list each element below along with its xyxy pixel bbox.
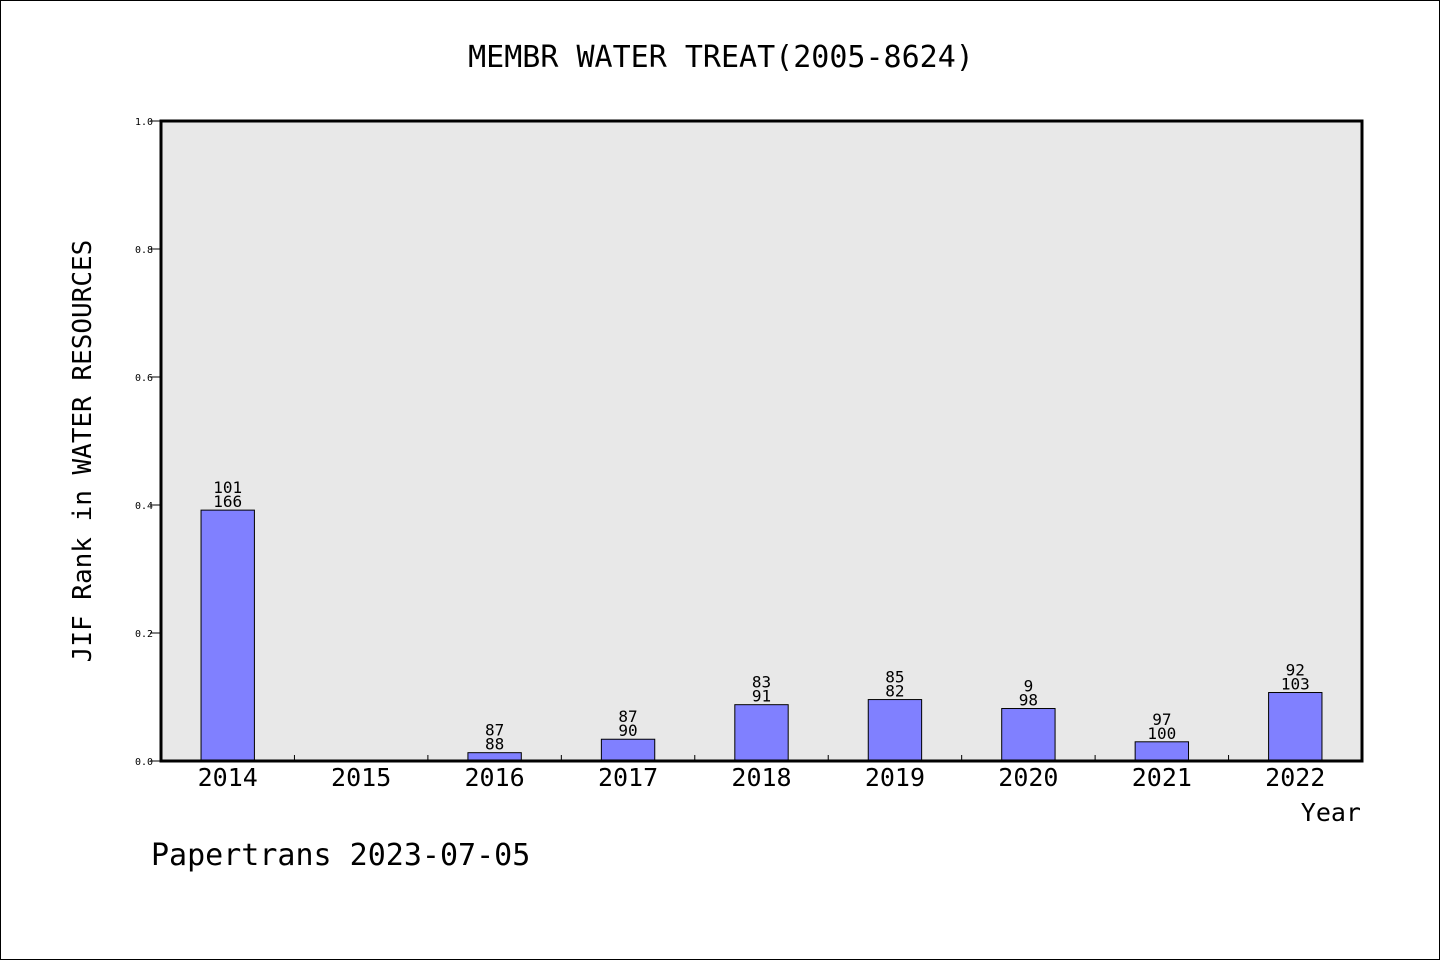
y-tick-label: 0.8: [135, 245, 153, 256]
y-tick-label: 0.2: [135, 629, 153, 640]
bar-2021: [1134, 741, 1190, 762]
bar-total-label: 88: [485, 735, 504, 754]
bar-2018: [734, 704, 789, 762]
bar-series: [200, 509, 1323, 762]
bar-rank-label: 85: [885, 668, 904, 687]
chart-title: MEMBR WATER TREAT(2005-8624): [468, 40, 974, 75]
bar-rank-label: 97: [1152, 710, 1171, 729]
bar-2017: [600, 738, 656, 762]
bar-total-label: 103: [1281, 675, 1310, 694]
x-tick-label: 2018: [731, 763, 791, 792]
bar-rank-label: 9: [1024, 677, 1034, 696]
x-tick-label: 2015: [331, 763, 391, 792]
x-axis-label: Year: [1301, 798, 1361, 827]
bar-total-label: 90: [618, 721, 637, 740]
y-axis: 0.0 0.2 0.4 0.6 0.8 1.0: [135, 117, 160, 768]
y-tick-label: 0.0: [135, 757, 153, 768]
bar-2014: [200, 509, 255, 762]
bar-2019: [867, 699, 923, 762]
y-axis-label: JIF Rank in WATER RESOURCES: [68, 240, 98, 663]
x-tick-label: 2014: [198, 763, 258, 792]
x-tick-label: 2019: [865, 763, 925, 792]
bar-2020: [1001, 708, 1056, 762]
x-axis: 2014 2015 2016 2017 2018 2019 2020 2021 2022: [198, 755, 1325, 792]
x-tick-label: 2020: [998, 763, 1058, 792]
bar-total-label: 166: [213, 492, 242, 511]
bar-rank-label: 83: [752, 673, 771, 692]
y-tick-label: 0.4: [135, 501, 153, 512]
bar-2022: [1268, 692, 1323, 762]
bar-total-label: 98: [1019, 691, 1038, 710]
bar-total-label: 100: [1147, 724, 1176, 743]
plot-border: [159, 119, 1364, 763]
y-tick-label: 0.6: [135, 373, 153, 384]
bar-rank-label: 92: [1286, 661, 1305, 680]
x-tick-label: 2021: [1132, 763, 1192, 792]
plot-area: [161, 121, 1362, 761]
bar-rank-label: 87: [485, 721, 504, 740]
y-tick-label: 1.0: [135, 117, 153, 128]
x-tick-label: 2016: [465, 763, 525, 792]
bar-rank-label: 87: [618, 707, 637, 726]
bar-total-label: 82: [885, 682, 904, 701]
bar-total-label: 91: [752, 687, 771, 706]
x-tick-label: 2022: [1265, 763, 1325, 792]
x-tick-label: 2017: [598, 763, 658, 792]
bar-rank-label: 101: [213, 478, 242, 497]
footer-watermark: Papertrans 2023-07-05: [151, 838, 530, 873]
